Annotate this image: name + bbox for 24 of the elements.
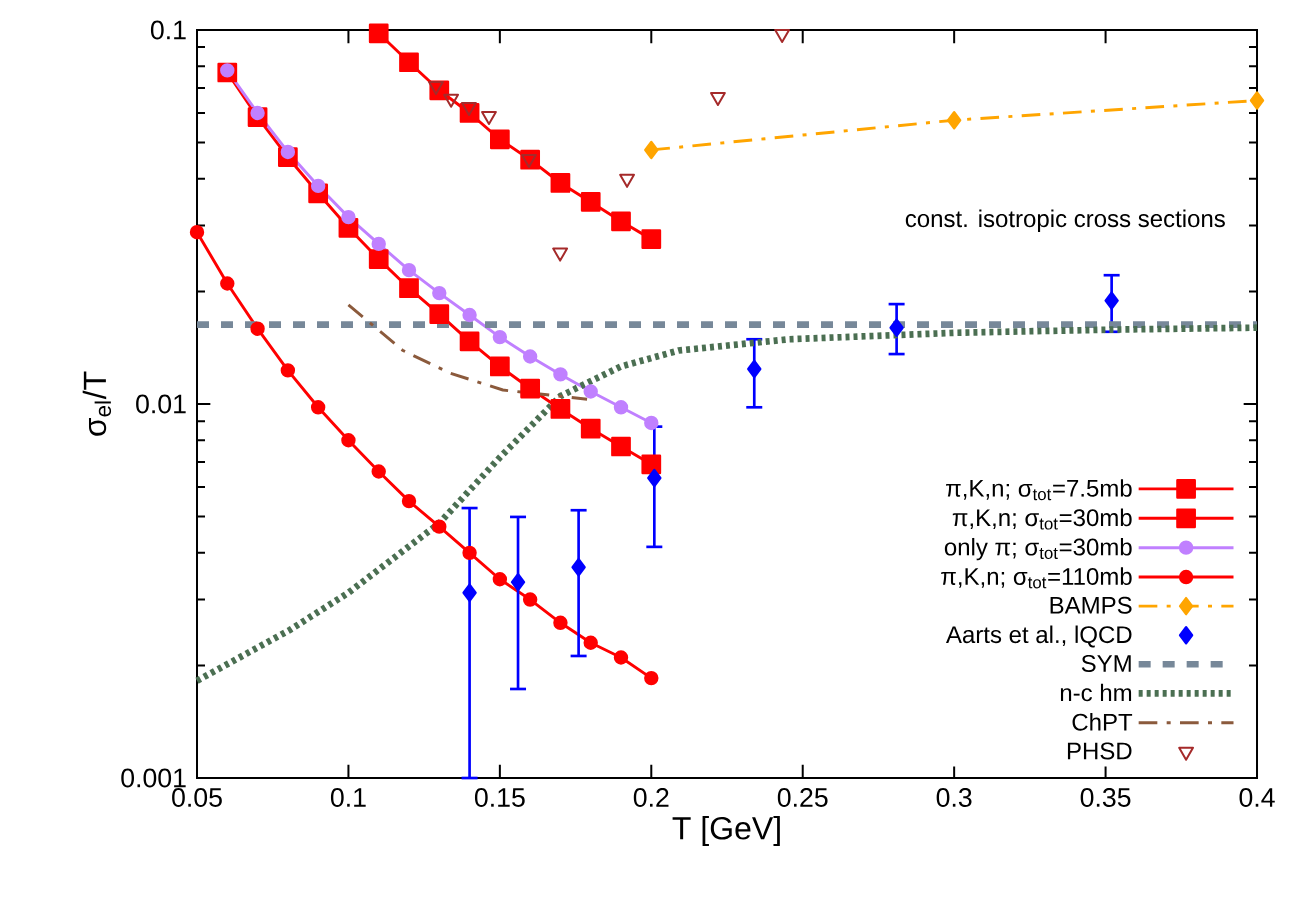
x-tick-label: 0.3	[936, 788, 972, 807]
y-tick-label: 0.01	[136, 394, 186, 414]
legend-label: Aarts et al., lQCD	[945, 625, 1132, 648]
x-tick-label: 0.35	[1080, 788, 1131, 807]
legend-label: BAMPS	[1050, 596, 1132, 614]
x-tick-label: 0.05	[172, 788, 222, 807]
legend-label: π,K,n; σ$_{tot}$=110mb	[941, 567, 1132, 589]
x-tick-label: 0.25	[777, 788, 828, 807]
x-tick-label: 0.2	[633, 788, 669, 807]
x-tick-label: 0.1	[330, 788, 366, 807]
legend-label: only π; σ$_{tot}$=30mb	[944, 537, 1132, 561]
y-tick-label: 0.1	[150, 20, 186, 40]
legend-label: ChPT	[1072, 713, 1133, 731]
legend-label: SYM	[1081, 654, 1131, 672]
legend-label: PHSD	[1067, 742, 1132, 760]
legend-label: π,K,n; σ$_{tot}$=7.5mb	[946, 479, 1132, 501]
x-tick-label: 0.4	[1239, 788, 1275, 807]
x-axis-title: T [GeV]	[672, 816, 780, 846]
legend-label: π,K,n; σ$_{tot}$=30mb	[952, 508, 1132, 530]
y-tick-label: 0.001	[121, 768, 186, 788]
annotation: const. isotropic cross sections	[905, 209, 1225, 232]
x-tick-label: 0.15	[474, 788, 525, 807]
y-axis-title: σ$_{el}$/T	[82, 371, 112, 436]
legend-label: n-c hm	[1060, 683, 1132, 702]
